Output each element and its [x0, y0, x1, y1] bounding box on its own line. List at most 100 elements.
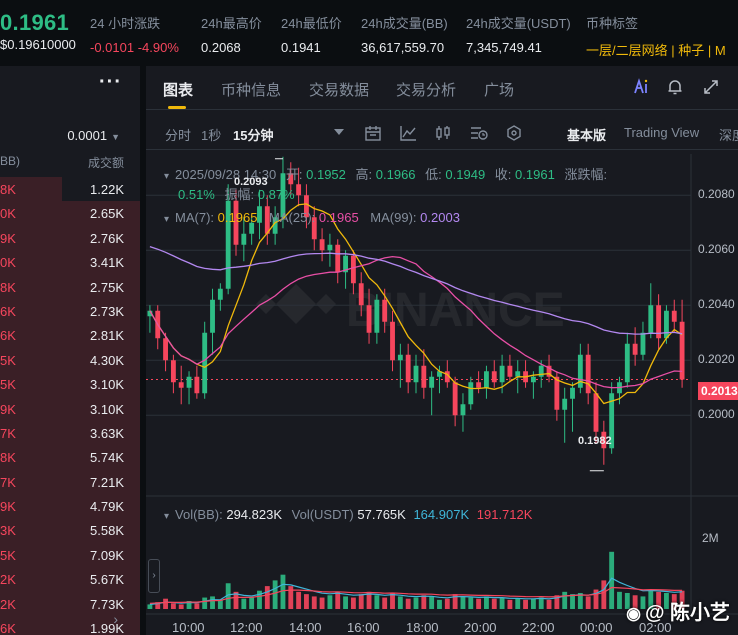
interval-option[interactable]: 分时 [165, 128, 192, 143]
view-option[interactable]: 基本版 [567, 128, 607, 143]
candle-body[interactable] [311, 217, 317, 240]
candle-type-icon[interactable] [434, 125, 452, 141]
volume-bar[interactable] [444, 598, 450, 609]
volume-bar[interactable] [374, 595, 380, 609]
tab-1[interactable]: 币种信息 [221, 82, 282, 99]
candle-body[interactable] [327, 244, 333, 251]
volume-bar[interactable] [648, 589, 654, 609]
indicator-icon[interactable] [399, 125, 417, 141]
volume-bar[interactable] [624, 592, 630, 609]
volume-bar[interactable] [468, 597, 474, 609]
volume-bar[interactable] [210, 596, 215, 609]
candle-body[interactable] [515, 371, 521, 377]
candle-body[interactable] [460, 404, 466, 416]
candle-body[interactable] [358, 283, 364, 306]
calendar-icon[interactable] [364, 125, 382, 141]
candle-body[interactable] [476, 382, 482, 388]
candle-body[interactable] [390, 321, 395, 361]
book-row[interactable]: 7K 7.21K [0, 469, 140, 495]
candle-body[interactable] [609, 393, 615, 449]
volume-bar[interactable] [296, 591, 302, 609]
volume-bar[interactable] [217, 599, 223, 609]
volume-bar[interactable] [530, 598, 536, 609]
candle-body[interactable] [170, 360, 176, 383]
candle-body[interactable] [343, 255, 348, 273]
candle-body[interactable] [491, 371, 497, 383]
volume-bar[interactable] [343, 596, 348, 609]
book-row[interactable]: 6K 2.81K [0, 323, 140, 348]
candle-body[interactable] [217, 288, 223, 300]
volume-bar[interactable] [147, 604, 153, 609]
volume-bar[interactable] [178, 604, 184, 609]
candle-body[interactable] [499, 365, 505, 383]
volume-bar[interactable] [562, 591, 568, 609]
candle-body[interactable] [593, 393, 599, 432]
book-row[interactable]: 0K 2.65K [0, 201, 140, 226]
candle-body[interactable] [249, 222, 255, 234]
expand-icon[interactable] [702, 78, 720, 96]
book-row[interactable]: 5K 7.09K [0, 542, 140, 568]
collapse-caret-icon[interactable]: ▾ [164, 511, 170, 522]
candle-body[interactable] [335, 244, 341, 273]
volume-bar[interactable] [413, 597, 419, 609]
volume-bar[interactable] [484, 596, 489, 609]
bell-icon[interactable] [666, 78, 684, 96]
volume-bar[interactable] [452, 594, 458, 609]
candle-body[interactable] [585, 354, 591, 394]
book-row[interactable]: 9K 3.10K [0, 396, 140, 421]
volume-bar[interactable] [397, 596, 403, 609]
candle-body[interactable] [546, 365, 552, 377]
collapse-caret-icon[interactable]: ▾ [164, 214, 170, 225]
candle-body[interactable] [468, 382, 474, 405]
candle-body[interactable] [679, 321, 685, 380]
book-row[interactable]: 2K 7.73K [0, 591, 140, 617]
chart-canvas[interactable]: BINANCE [146, 154, 738, 635]
volume-bar[interactable] [257, 590, 262, 609]
candle-body[interactable] [632, 343, 638, 355]
candle-body[interactable] [241, 233, 247, 245]
candle-body[interactable] [382, 299, 388, 322]
settings-hex-icon[interactable] [506, 125, 522, 141]
book-row[interactable]: 5K 3.10K [0, 372, 140, 397]
ticker-stat-value[interactable]: 一层/二层网络 | 种子 | M [586, 43, 726, 58]
tab-4[interactable]: 广场 [484, 82, 515, 99]
volume-bar[interactable] [679, 590, 685, 609]
volume-bar[interactable] [499, 597, 505, 609]
ai-icon[interactable] [632, 78, 650, 96]
candle-body[interactable] [538, 365, 544, 377]
volume-bar[interactable] [272, 580, 278, 609]
candle-body[interactable] [288, 173, 294, 185]
volume-bar[interactable] [538, 597, 544, 609]
volume-bar[interactable] [640, 596, 646, 609]
volume-bar[interactable] [429, 596, 435, 609]
volume-bar[interactable] [335, 591, 341, 609]
candle-body[interactable] [421, 365, 427, 388]
book-row[interactable]: 0K 3.41K [0, 250, 140, 275]
volume-bar[interactable] [319, 597, 325, 609]
volume-bar[interactable] [186, 600, 192, 609]
volume-bar[interactable] [593, 589, 599, 609]
volume-bar[interactable] [170, 603, 176, 609]
candle-body[interactable] [444, 371, 450, 383]
candle-body[interactable] [296, 184, 302, 196]
chevron-right-icon[interactable]: › [113, 611, 118, 627]
candle-body[interactable] [640, 332, 646, 355]
dropdown-caret-icon[interactable] [334, 129, 344, 137]
volume-bar[interactable] [194, 603, 200, 609]
volume-bar[interactable] [202, 597, 208, 609]
candle-body[interactable] [648, 305, 654, 333]
candle-body[interactable] [233, 200, 239, 245]
volume-bar[interactable] [358, 594, 364, 609]
volume-bar[interactable] [577, 592, 583, 609]
book-row[interactable]: 6K 1.99K [0, 616, 140, 635]
candle-body[interactable] [530, 376, 536, 383]
candle-body[interactable] [163, 338, 168, 361]
candle-body[interactable] [202, 332, 208, 394]
candle-body[interactable] [413, 365, 419, 383]
book-row[interactable]: 8K 2.75K [0, 274, 140, 299]
volume-bar[interactable] [617, 591, 622, 609]
tick-size-select[interactable]: 0.0001 ▼ [67, 128, 120, 143]
candle-body[interactable] [194, 376, 200, 394]
volume-bar[interactable] [327, 595, 333, 609]
book-row[interactable]: 8K 5.74K [0, 445, 140, 470]
